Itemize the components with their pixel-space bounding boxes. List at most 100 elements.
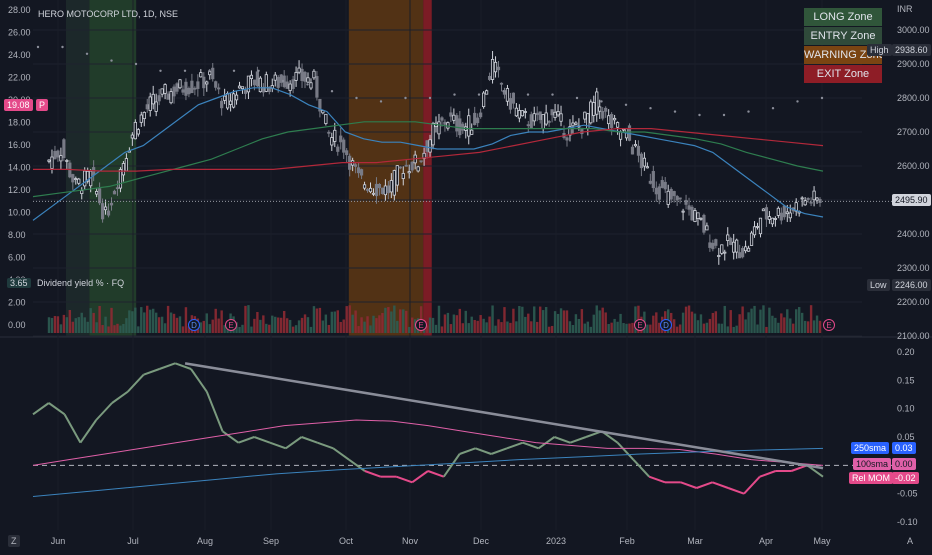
volume-bar [181, 326, 185, 333]
candle-body [312, 70, 316, 79]
candle-body [374, 183, 379, 197]
volume-bar [747, 312, 750, 333]
volume-bar [175, 317, 179, 333]
dotted-series-point [747, 110, 750, 113]
volume-bar [512, 308, 515, 333]
candle-body [738, 252, 742, 259]
candle-body [359, 169, 364, 176]
candle-body [336, 146, 340, 152]
candle-body [65, 160, 69, 162]
volume-bar [812, 320, 816, 333]
volume-bar [744, 319, 747, 333]
candle-body [428, 139, 432, 153]
time-tick-label: 2023 [546, 536, 566, 546]
candle-body [779, 212, 783, 221]
volume-bar [795, 309, 798, 333]
candle-body [764, 207, 769, 220]
rel-mom-segment [648, 475, 666, 484]
event-marker-label: E [637, 321, 642, 330]
left-axis-tick-label: 24.00 [8, 50, 31, 60]
candle-body [306, 77, 310, 83]
dotted-series-point [551, 93, 554, 96]
zoom-button-left[interactable]: Z [8, 535, 20, 547]
dotted-series-point [110, 59, 113, 62]
volume-bar [169, 312, 173, 333]
event-marker-circle [660, 319, 672, 331]
volume-bar [321, 320, 325, 333]
rel-mom-segment [427, 470, 445, 478]
candle-body [437, 121, 441, 135]
candle-body [121, 163, 126, 176]
candle-body [595, 91, 599, 115]
dotted-series-point [159, 69, 162, 73]
candle-body [291, 79, 295, 89]
price-tick-label: 2600.00 [897, 161, 930, 171]
legend-long-zone: LONG Zone [804, 8, 882, 26]
left-axis-tick-label: 2.00 [8, 298, 26, 308]
candle-body [493, 61, 498, 73]
candle-body [615, 122, 620, 128]
volume-bar [470, 316, 473, 333]
volume-bar [723, 305, 726, 333]
candle-body [285, 81, 289, 89]
candle-body [86, 170, 90, 182]
zone-band-3 [423, 0, 432, 337]
volume-bar [211, 319, 214, 333]
time-tick-label: Jul [127, 536, 139, 546]
volume-bar [62, 314, 66, 333]
candle-body [458, 118, 462, 136]
volume-bar [762, 305, 765, 333]
candle-body [211, 67, 215, 80]
candle-body [499, 82, 504, 85]
candle-body [142, 111, 146, 120]
volume-bar [369, 325, 372, 333]
auto-scale-button[interactable]: A [904, 535, 917, 547]
candle-body [669, 188, 673, 200]
volume-bar [178, 316, 182, 333]
candle-body [690, 206, 694, 221]
volume-bar [53, 316, 57, 333]
legend-entry-zone: ENTRY Zone [804, 27, 882, 45]
candle-body [315, 76, 319, 98]
candle-body [767, 216, 772, 220]
candle-body [672, 191, 676, 197]
volume-bar [330, 311, 334, 333]
candle-body [410, 161, 414, 171]
candle-body [112, 190, 117, 195]
candle-body [723, 251, 727, 254]
left-axis-tick-label: 16.00 [8, 140, 31, 150]
left-axis-tick-label: 22.00 [8, 73, 31, 83]
volume-bar [619, 313, 622, 333]
candle-body [604, 107, 608, 112]
left-axis-tick-label: 26.00 [8, 28, 31, 38]
candle-body [345, 150, 349, 156]
candle-body [276, 76, 280, 88]
rel-mom-segment [712, 481, 729, 489]
candle-body [749, 232, 754, 246]
volume-bar [488, 316, 491, 333]
price-tick-label: 2400.00 [897, 229, 930, 239]
rel-mom-segment [522, 441, 539, 450]
candle-body [806, 197, 810, 200]
volume-bar [294, 325, 298, 333]
volume-bar [482, 318, 485, 333]
candle-body [508, 98, 513, 110]
volume-bar [690, 311, 694, 333]
volume-bar [157, 317, 161, 333]
volume-bar [387, 307, 390, 333]
candle-body [461, 123, 465, 131]
candle-body [487, 75, 492, 80]
rel-mom-segment [632, 458, 650, 478]
volume-bar [530, 321, 533, 333]
candle-body [744, 246, 748, 252]
candle-body [62, 139, 66, 159]
dotted-series-point [624, 103, 628, 107]
volume-bar [675, 326, 679, 333]
volume-bar [107, 326, 110, 333]
candle-body [645, 166, 649, 169]
candle-body [401, 173, 405, 179]
candle-body [529, 114, 533, 129]
rel-mom-segment [459, 447, 476, 455]
volume-bar [658, 322, 661, 333]
currency-label: INR [897, 4, 913, 14]
